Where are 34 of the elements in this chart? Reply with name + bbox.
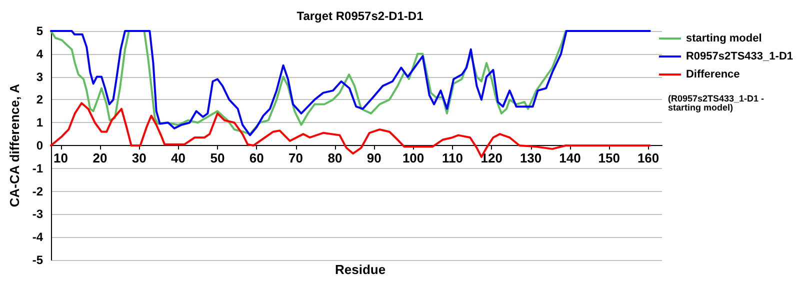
x-tick-label: 150	[598, 150, 620, 166]
x-tick-label: 140	[559, 150, 581, 166]
x-tick-label: 90	[366, 150, 382, 166]
x-tick-label: 100	[402, 150, 424, 166]
x-tick-label: 30	[132, 150, 146, 166]
x-tick-label: 60	[249, 150, 264, 166]
text: (R0957s2TS433_1-D1 - starting model)	[668, 94, 767, 112]
x-tick-label: 50	[210, 150, 225, 166]
y-tick-label: -4	[32, 230, 44, 244]
y-tick-label: 2	[36, 92, 44, 107]
x-tick-label: 160	[637, 150, 660, 166]
y-tick-label: 4	[36, 46, 44, 61]
y-tick-label: -2	[32, 184, 44, 198]
y-axis-title: CA-CA difference, A	[7, 83, 22, 208]
y-tick-label: 1	[36, 116, 44, 130]
legend-label: Difference	[686, 68, 740, 80]
x-tick-label: 80	[328, 150, 342, 166]
x-tick-label: 20	[92, 150, 108, 166]
y-tick-label: 0	[36, 138, 44, 152]
y-tick-label: -1	[32, 161, 44, 176]
y-tick-label: 3	[36, 70, 44, 84]
x-tick-label: 110	[442, 150, 463, 166]
x-axis-title: Residue	[335, 262, 386, 277]
x-tick-label: 120	[480, 150, 502, 166]
legend-label: R0957s2TS433_1-D1	[686, 50, 794, 62]
y-tick-label: -3	[32, 207, 44, 222]
x-tick-label: 40	[171, 150, 186, 166]
legend-label: starting model	[686, 32, 762, 44]
y-tick-label: -5	[32, 253, 44, 267]
x-tick-label: 130	[520, 150, 542, 166]
y-tick-label: 5	[36, 24, 44, 38]
x-tick-label: 70	[288, 150, 304, 166]
chart-title: Target R0957s2-D1-D1	[296, 9, 424, 23]
x-tick-label: 10	[54, 150, 68, 166]
